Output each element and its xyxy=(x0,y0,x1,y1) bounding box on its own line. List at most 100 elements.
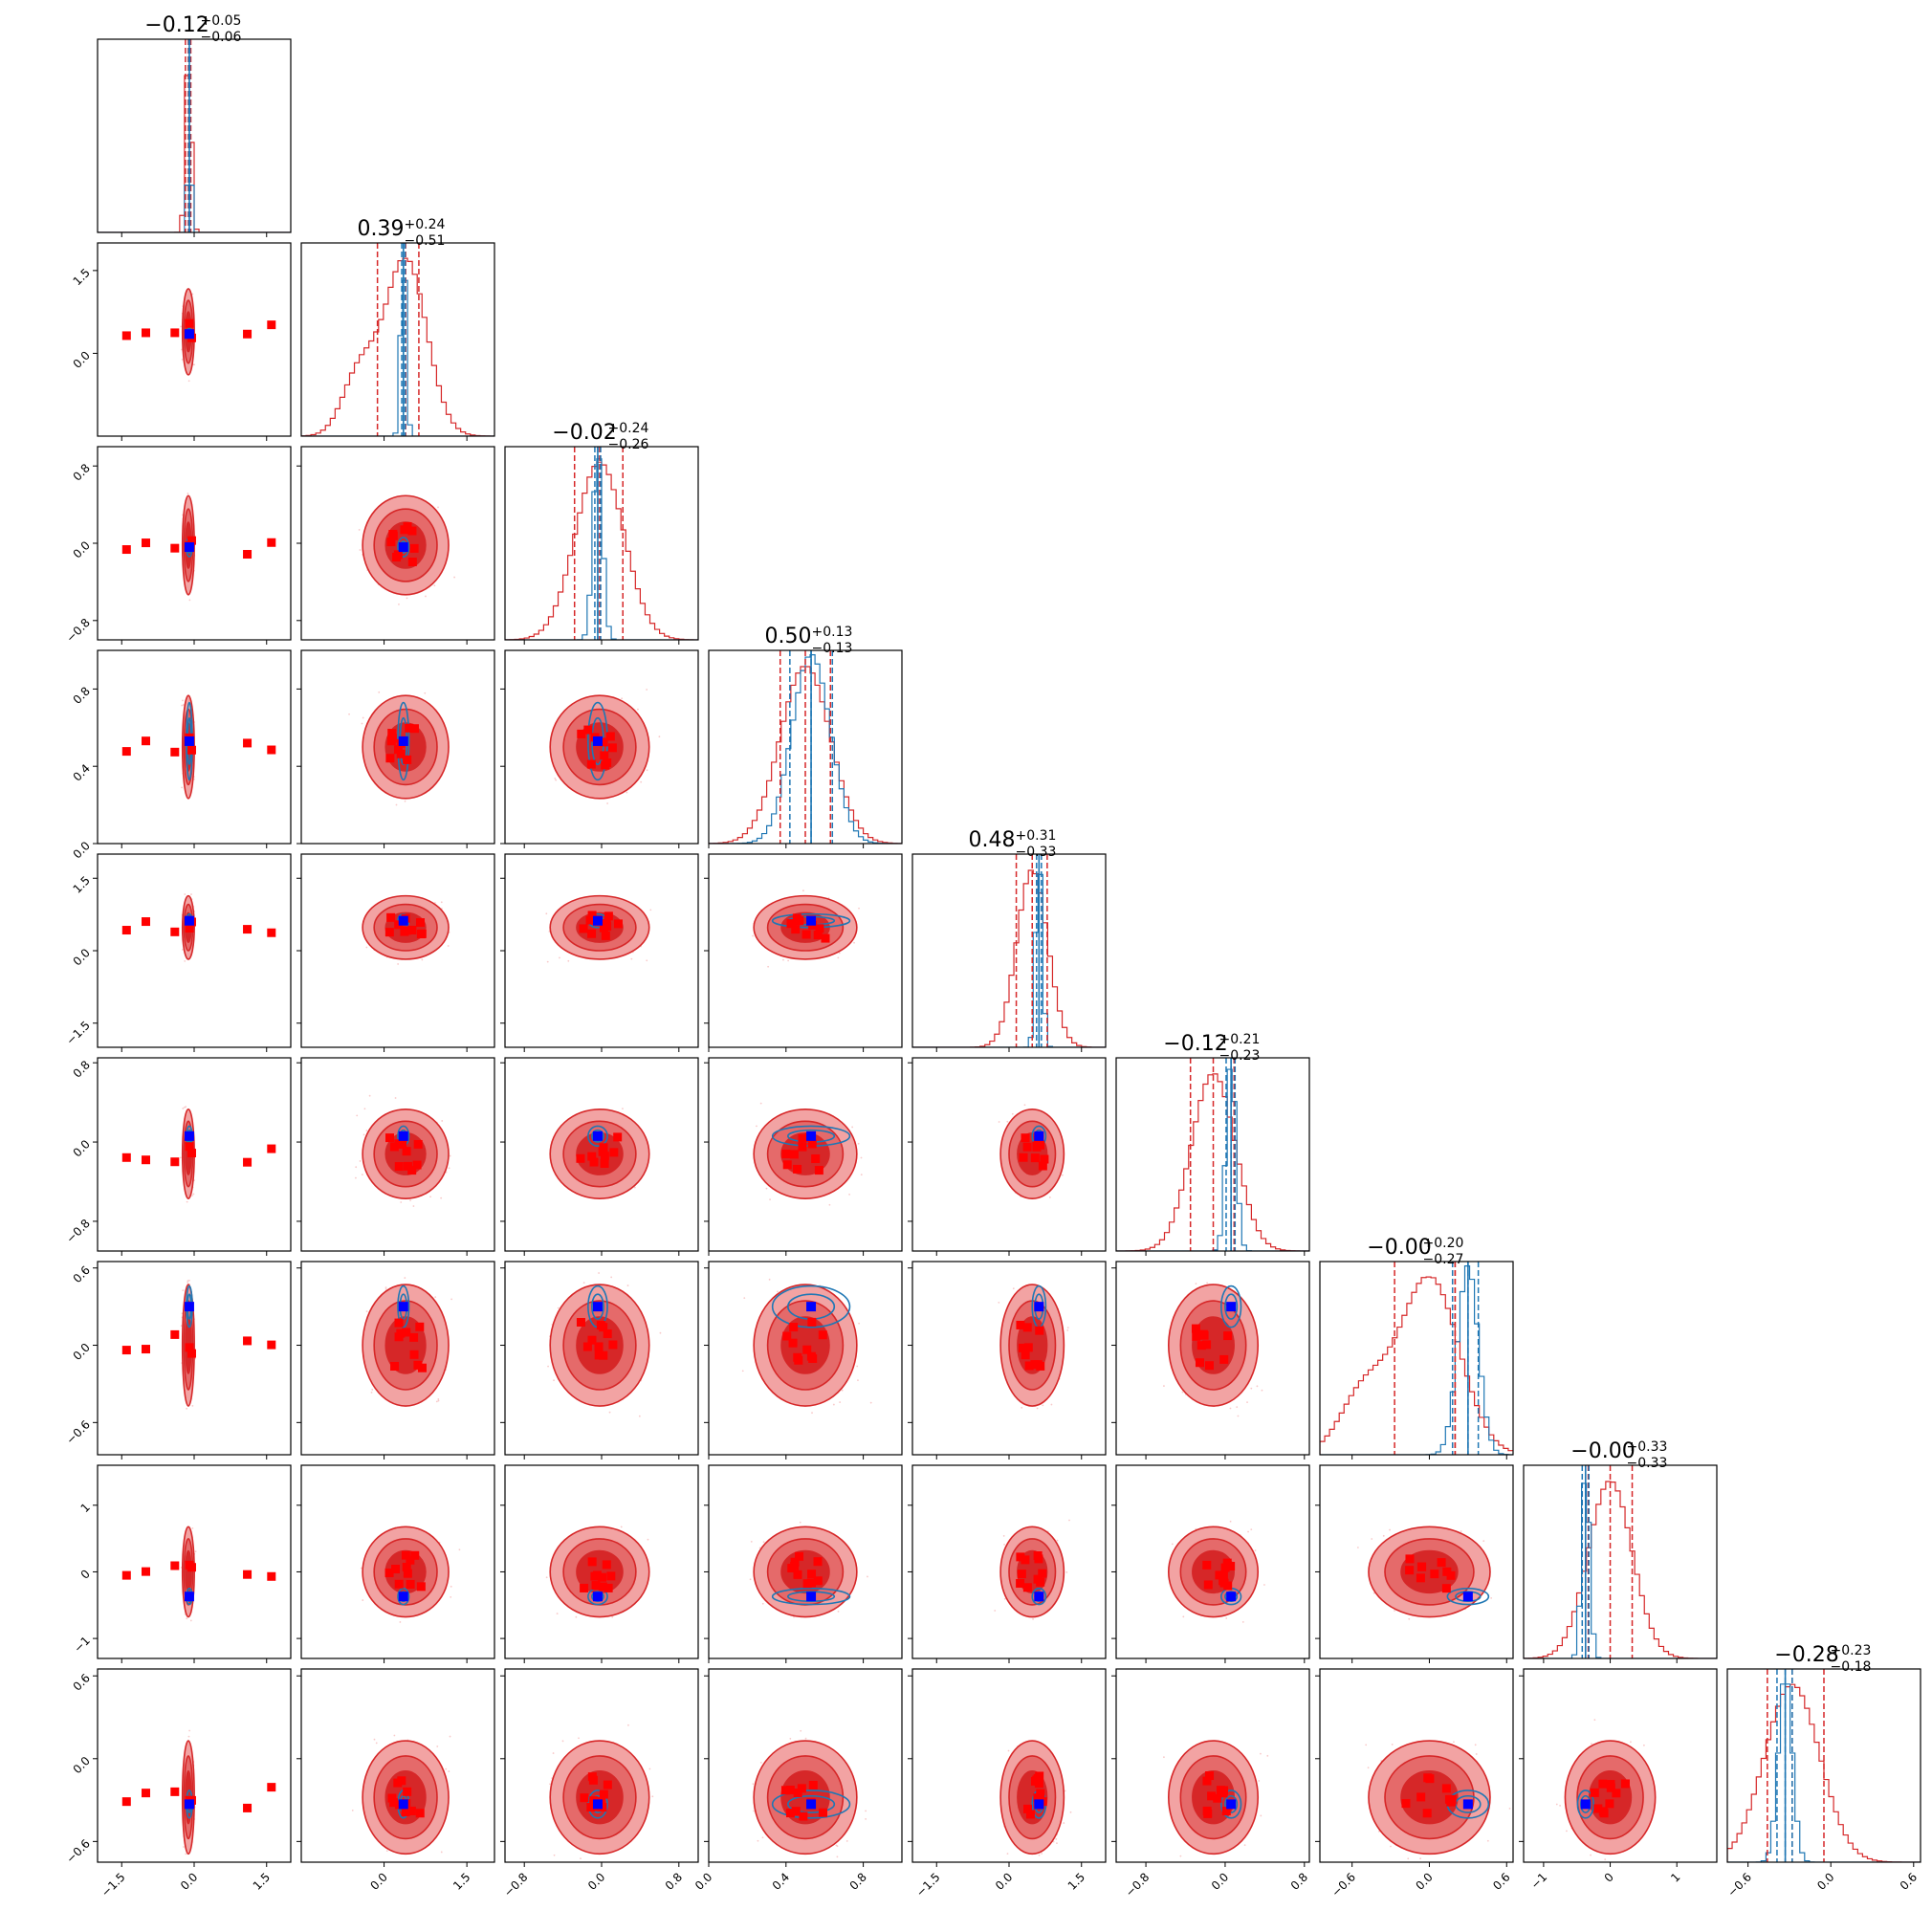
red-square-marker xyxy=(1198,1329,1208,1339)
truth-marker xyxy=(184,1592,194,1602)
red-square-marker xyxy=(267,1571,276,1581)
sample-point-red xyxy=(412,1205,415,1207)
panel-content xyxy=(121,1526,276,1622)
sample-point-red xyxy=(437,1399,440,1402)
truth-marker xyxy=(398,735,408,746)
panel-7-0: −101 xyxy=(72,1464,292,1663)
red-square-marker xyxy=(794,1355,803,1365)
panel-frame xyxy=(300,1464,495,1659)
red-square-marker xyxy=(398,1139,407,1149)
red-square-marker xyxy=(782,1160,792,1170)
panel-content xyxy=(348,691,450,806)
red-square-marker xyxy=(1219,1354,1229,1364)
red-square-marker xyxy=(781,1150,791,1159)
sample-point-red xyxy=(848,1193,850,1196)
sample-point-red xyxy=(640,780,643,783)
red-square-marker xyxy=(394,1162,404,1172)
panel-2-2: −0.02+0.24−0.26 xyxy=(504,421,699,645)
red-square-marker xyxy=(142,1345,150,1354)
panel-frame xyxy=(300,1261,495,1456)
histogram-blue-series xyxy=(1320,1265,1513,1455)
red-square-marker xyxy=(1204,1361,1214,1371)
red-square-marker xyxy=(1033,1360,1043,1370)
sample-point-red xyxy=(450,1595,452,1598)
red-square-marker xyxy=(185,923,194,933)
sample-point-red xyxy=(582,1282,585,1284)
panel-frame xyxy=(1319,1261,1514,1456)
sample-point-red xyxy=(998,1121,1000,1123)
sample-point-red xyxy=(767,965,770,968)
sample-point-red xyxy=(1066,1327,1069,1329)
panel-4-4: 0.48 +0.31−0.33 xyxy=(911,828,1107,1052)
red-square-marker xyxy=(416,1582,426,1592)
title-minus-error: −0.13 xyxy=(812,641,853,656)
red-square-marker xyxy=(410,1550,420,1560)
red-square-marker xyxy=(388,529,398,538)
sample-point-red xyxy=(752,934,755,937)
panel-5-0: −0.80.00.8 xyxy=(63,1057,292,1256)
sample-point-red xyxy=(187,493,189,494)
panel-0-0: −0.12+0.05−0.06 xyxy=(97,13,292,237)
sample-point-red xyxy=(384,1287,387,1290)
red-square-marker xyxy=(604,911,613,921)
truth-marker xyxy=(184,915,194,926)
red-square-marker xyxy=(409,1350,419,1359)
panel-title: 0.50 xyxy=(765,625,812,648)
y-tick-label: 0.8 xyxy=(71,684,93,706)
red-square-marker xyxy=(243,738,252,748)
red-square-marker xyxy=(1019,1153,1028,1162)
sample-point-red xyxy=(620,1526,623,1528)
y-tick-label: 0 xyxy=(78,1567,93,1581)
title-plus-error: +0.21 xyxy=(1219,1032,1261,1047)
red-square-marker xyxy=(121,1153,131,1162)
panel-frame xyxy=(97,853,292,1048)
red-square-marker xyxy=(608,1340,618,1350)
title-minus-error: −0.51 xyxy=(405,233,446,249)
red-square-marker xyxy=(605,732,615,741)
sample-point-red xyxy=(397,963,400,965)
red-square-marker xyxy=(121,1570,131,1580)
panel-6-6: −0.00+0.20−0.27 xyxy=(1319,1236,1514,1460)
sample-point-red xyxy=(769,1198,771,1201)
y-tick-label: −1.5 xyxy=(63,1019,93,1048)
red-square-marker xyxy=(587,1152,597,1161)
red-square-marker xyxy=(1197,1341,1206,1350)
histogram-blue-series xyxy=(912,873,1106,1047)
red-square-marker xyxy=(413,1139,423,1149)
sample-point-red xyxy=(630,957,633,960)
contour-blue-inner xyxy=(1224,1293,1239,1320)
sample-point-red xyxy=(610,1276,613,1279)
sample-point-red xyxy=(398,603,400,605)
red-square-marker xyxy=(387,734,397,743)
histogram-blue-series xyxy=(301,279,494,436)
panel-5-3 xyxy=(704,1057,903,1256)
red-square-marker xyxy=(412,1160,422,1170)
red-square-marker xyxy=(585,915,595,925)
sample-point-red xyxy=(191,1195,193,1197)
panel-content xyxy=(121,288,276,383)
red-square-marker xyxy=(142,917,150,927)
histogram-red-series xyxy=(301,257,494,436)
red-square-marker xyxy=(586,759,596,769)
sample-point-red xyxy=(554,778,557,779)
red-square-marker xyxy=(170,1329,180,1339)
sample-point-red xyxy=(399,1621,402,1623)
sample-point-red xyxy=(429,1196,431,1198)
contour-blue-inner xyxy=(591,1129,604,1143)
red-square-marker xyxy=(577,729,586,738)
sample-point-red xyxy=(856,1365,859,1368)
sample-point-red xyxy=(1195,1283,1197,1284)
sample-point-red xyxy=(559,956,560,959)
sample-point-red xyxy=(567,959,570,962)
sample-point-red xyxy=(368,1094,371,1097)
sample-point-red xyxy=(1036,1407,1039,1410)
contour-blue-outer xyxy=(587,1125,608,1147)
sample-point-red xyxy=(181,786,184,789)
red-square-marker xyxy=(1016,1320,1025,1329)
red-square-marker xyxy=(601,931,610,940)
panel-2-0: −0.80.00.8 xyxy=(63,446,292,645)
red-square-marker xyxy=(413,1360,423,1370)
sample-point-red xyxy=(841,1389,844,1392)
sample-point-red xyxy=(637,708,639,711)
panel-content xyxy=(1163,1282,1263,1417)
